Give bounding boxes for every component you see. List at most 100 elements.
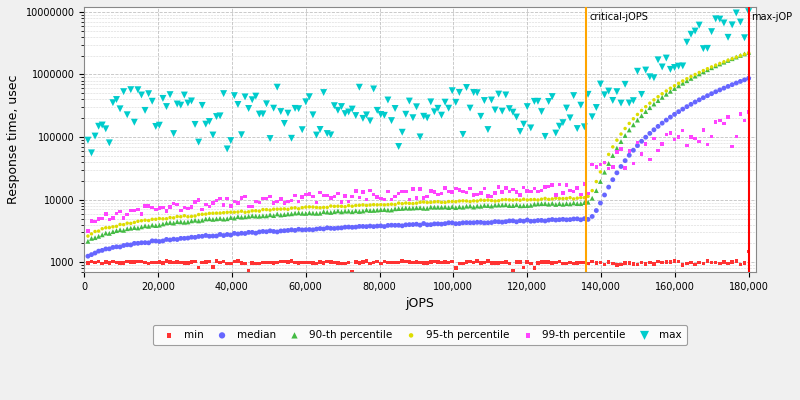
99-th percentile	[428, 189, 441, 195]
99-th percentile	[614, 146, 627, 152]
90-th percentile	[324, 209, 337, 216]
median	[131, 240, 144, 246]
90-th percentile	[357, 208, 370, 214]
99-th percentile	[742, 109, 755, 115]
99-th percentile	[457, 188, 470, 195]
max	[324, 132, 337, 138]
99-th percentile	[631, 140, 644, 146]
max	[610, 88, 623, 95]
99-th percentile	[231, 200, 244, 206]
min	[639, 261, 652, 267]
95-th percentile	[228, 209, 241, 215]
99-th percentile	[431, 191, 444, 198]
max	[238, 94, 251, 100]
median	[403, 222, 416, 228]
max	[396, 129, 409, 136]
min	[567, 260, 580, 267]
median	[460, 220, 473, 226]
median	[367, 223, 380, 230]
max	[574, 102, 587, 108]
max	[118, 88, 130, 95]
99-th percentile	[503, 188, 516, 194]
95-th percentile	[474, 197, 487, 203]
median	[99, 246, 112, 252]
95-th percentile	[306, 204, 319, 210]
max	[564, 115, 577, 121]
99-th percentile	[643, 156, 656, 163]
min	[734, 261, 747, 268]
99-th percentile	[138, 203, 151, 209]
median	[228, 230, 241, 236]
90-th percentile	[496, 202, 509, 208]
min	[350, 258, 362, 265]
max	[224, 137, 237, 144]
95-th percentile	[114, 221, 126, 228]
99-th percentile	[627, 160, 640, 166]
max	[374, 111, 387, 118]
90-th percentile	[257, 212, 270, 219]
90-th percentile	[482, 202, 494, 209]
95-th percentile	[224, 209, 237, 215]
max	[594, 81, 607, 87]
99-th percentile	[250, 198, 262, 204]
95-th percentile	[257, 206, 270, 213]
90-th percentile	[85, 235, 98, 242]
90-th percentile	[138, 223, 151, 229]
99-th percentile	[446, 189, 458, 195]
max	[510, 114, 523, 120]
max	[431, 105, 444, 112]
90-th percentile	[578, 199, 590, 206]
99-th percentile	[535, 187, 548, 194]
max	[357, 115, 370, 122]
95-th percentile	[499, 196, 512, 203]
95-th percentile	[542, 196, 555, 202]
90-th percentile	[594, 178, 607, 185]
99-th percentile	[353, 194, 366, 201]
90-th percentile	[685, 75, 698, 82]
99-th percentile	[542, 183, 555, 190]
min	[231, 258, 244, 264]
95-th percentile	[594, 169, 607, 175]
99-th percentile	[656, 141, 669, 147]
95-th percentile	[142, 217, 155, 224]
90-th percentile	[131, 225, 144, 231]
median	[553, 216, 566, 223]
95-th percentile	[374, 202, 387, 208]
90-th percentile	[146, 222, 158, 228]
max	[321, 130, 334, 137]
min	[292, 260, 305, 266]
max	[730, 10, 742, 16]
95-th percentile	[106, 224, 119, 230]
min	[489, 260, 502, 266]
95-th percentile	[560, 195, 573, 202]
min	[253, 260, 266, 267]
95-th percentile	[460, 198, 473, 204]
min	[185, 259, 198, 265]
99-th percentile	[722, 114, 734, 120]
99-th percentile	[560, 182, 573, 188]
max	[185, 98, 198, 104]
99-th percentile	[574, 191, 587, 198]
99-th percentile	[635, 151, 648, 157]
max	[174, 102, 187, 108]
max	[114, 106, 126, 112]
max	[647, 74, 660, 81]
90-th percentile	[478, 202, 490, 209]
max	[664, 66, 677, 72]
90-th percentile	[542, 201, 555, 208]
95-th percentile	[350, 202, 362, 209]
min	[150, 259, 162, 266]
99-th percentile	[521, 188, 534, 194]
90-th percentile	[485, 203, 498, 209]
median	[264, 228, 277, 234]
max	[660, 55, 673, 61]
max	[606, 97, 619, 104]
max	[382, 97, 394, 103]
min	[435, 259, 448, 266]
min	[246, 260, 258, 266]
99-th percentile	[464, 185, 477, 192]
95-th percentile	[150, 216, 162, 222]
median	[478, 220, 490, 226]
90-th percentile	[460, 203, 473, 210]
95-th percentile	[321, 204, 334, 211]
